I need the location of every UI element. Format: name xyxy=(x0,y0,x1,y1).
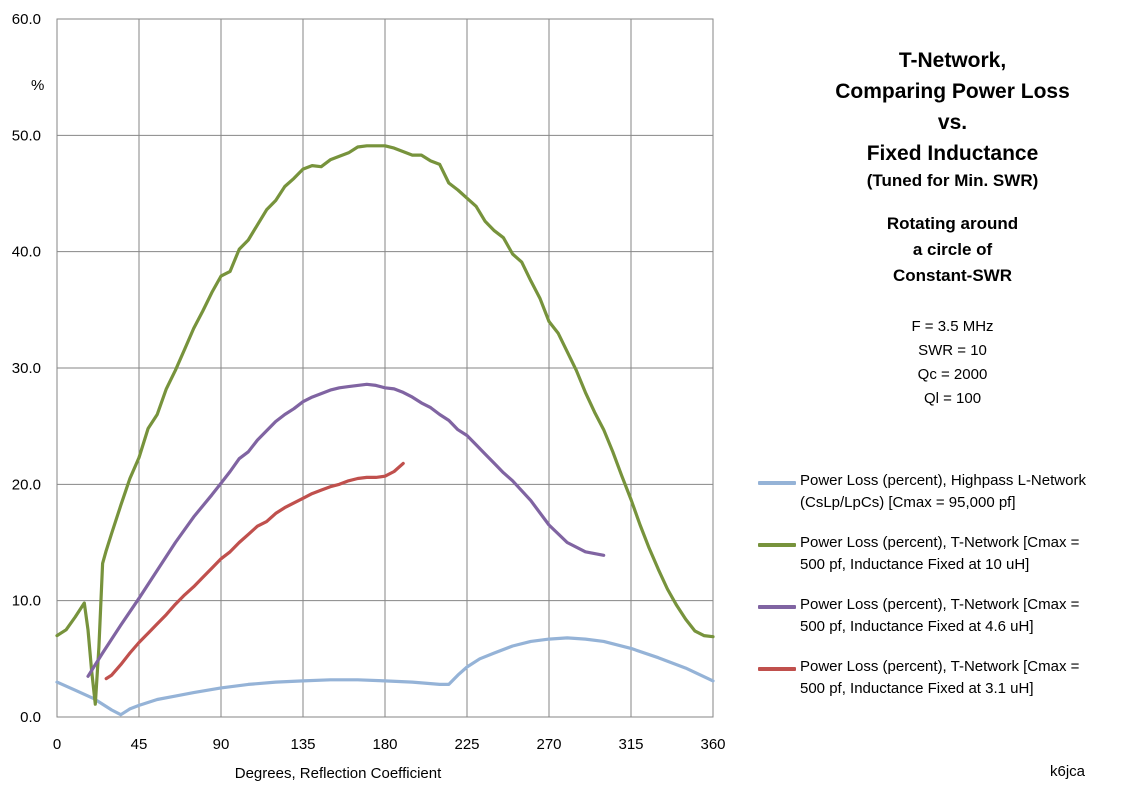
param-frequency: F = 3.5 MHz xyxy=(911,318,994,335)
legend-label: Power Loss (percent), Highpass L-Network… xyxy=(800,472,1086,511)
author-credit: k6jca xyxy=(1050,763,1086,780)
x-tick-label: 0 xyxy=(53,736,61,753)
y-tick-label: 10.0 xyxy=(12,593,41,610)
chart-legend: Power Loss (percent), Highpass L-Network… xyxy=(758,470,1128,718)
legend-label: Power Loss (percent), T-Network [Cmax = … xyxy=(800,534,1080,573)
chart-title-line: T-Network, xyxy=(898,49,1007,72)
param-swr: SWR = 10 xyxy=(918,342,987,359)
rotation-line: Constant-SWR xyxy=(893,266,1012,285)
chart-axis-labels: 0 45 90 135 180 225 270 315 360 0.0 10.0 20.0 30.0 40… xyxy=(12,11,726,753)
x-tick-label: 315 xyxy=(618,736,643,753)
x-tick-label: 180 xyxy=(372,736,397,753)
legend-swatch xyxy=(758,605,796,609)
chart-title-line: Fixed Inductance xyxy=(866,142,1039,165)
chart-title-line: Comparing Power Loss xyxy=(835,80,1070,103)
rotation-line: Rotating around xyxy=(886,214,1019,233)
rotation-line: a circle of xyxy=(912,240,993,259)
chart-title-line: vs. xyxy=(937,111,968,134)
x-tick-label: 135 xyxy=(290,736,315,753)
legend-item: Power Loss (percent), T-Network [Cmax = … xyxy=(758,594,1128,638)
series-line-3 xyxy=(104,461,405,681)
rotation-note: Rotating around a circle of Constant-SWR xyxy=(790,211,1115,289)
x-tick-label: 90 xyxy=(213,736,230,753)
x-tick-label: 360 xyxy=(700,736,725,753)
legend-label: Power Loss (percent), T-Network [Cmax = … xyxy=(800,658,1080,697)
y-tick-label: 20.0 xyxy=(12,476,41,493)
x-axis-label: Degrees, Reflection Coefficient xyxy=(235,765,442,782)
y-axis-label: % xyxy=(31,77,44,94)
chart-grid xyxy=(56,18,714,718)
legend-swatch xyxy=(758,481,796,485)
legend-item: Power Loss (percent), T-Network [Cmax = … xyxy=(758,532,1128,576)
y-tick-label: 60.0 xyxy=(12,11,41,28)
y-tick-label: 50.0 xyxy=(12,127,41,144)
x-tick-label: 45 xyxy=(131,736,148,753)
chart-subtitle: (Tuned for Min. SWR) xyxy=(866,171,1039,190)
chart-series xyxy=(55,144,715,717)
chart-title-block: T-Network, Comparing Power Loss vs. Fixe… xyxy=(790,45,1115,411)
y-tick-label: 0.0 xyxy=(20,709,41,726)
legend-item: Power Loss (percent), T-Network [Cmax = … xyxy=(758,656,1128,700)
series-line-0 xyxy=(55,636,715,717)
series-line-1 xyxy=(55,144,715,706)
legend-item: Power Loss (percent), Highpass L-Network… xyxy=(758,470,1128,514)
param-ql: Ql = 100 xyxy=(923,390,982,407)
legend-swatch xyxy=(758,543,796,547)
y-tick-label: 40.0 xyxy=(12,244,41,261)
legend-swatch xyxy=(758,667,796,671)
param-qc: Qc = 2000 xyxy=(917,366,988,383)
legend-label: Power Loss (percent), T-Network [Cmax = … xyxy=(800,596,1080,635)
x-tick-label: 270 xyxy=(536,736,561,753)
x-tick-label: 225 xyxy=(454,736,479,753)
series-line-2 xyxy=(86,382,606,678)
y-tick-label: 30.0 xyxy=(12,360,41,377)
parameter-list: F = 3.5 MHz SWR = 10 Qc = 2000 Ql = 100 xyxy=(790,315,1115,411)
